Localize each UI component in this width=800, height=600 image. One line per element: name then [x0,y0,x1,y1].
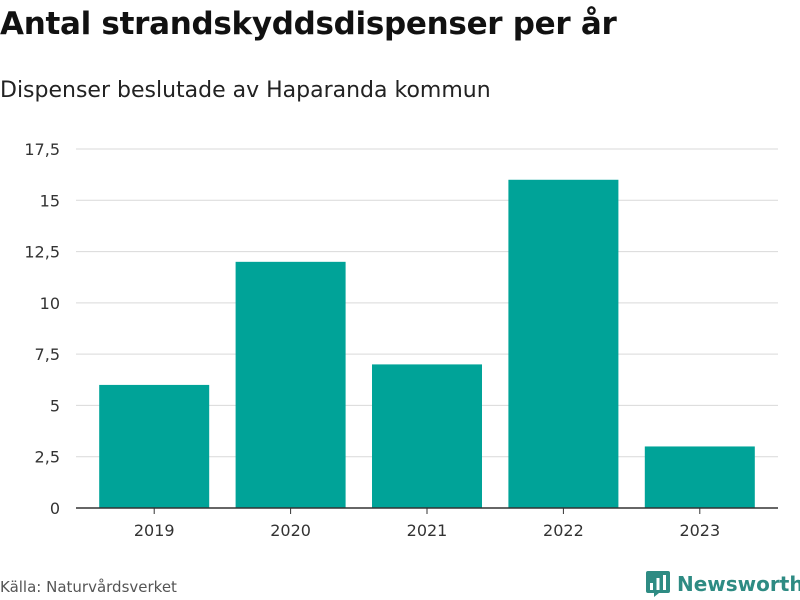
bar [508,179,619,508]
bar [644,446,755,508]
bar [372,364,482,508]
x-tick-label: 2020 [270,521,311,540]
chart-title: Antal strandskyddsdispenser per år [0,6,617,42]
x-tick-label: 2022 [543,521,584,540]
y-tick-label: 2,5 [35,448,60,467]
y-tick-label: 17,5 [24,140,60,159]
x-tick-label: 2023 [679,521,720,540]
bar [99,384,210,508]
y-tick-label: 12,5 [24,243,60,262]
brand-logo: Newsworthy [645,570,800,598]
y-tick-label: 0 [50,499,60,518]
y-tick-label: 10 [40,294,60,313]
source-note: Källa: Naturvårdsverket [0,578,177,596]
bar [235,261,346,508]
chart-subtitle: Dispenser beslutade av Haparanda kommun [0,78,491,103]
brand-name: Newsworthy [677,572,800,596]
bar-chart-logo-icon [646,571,670,597]
y-tick-label: 5 [50,396,60,415]
y-tick-label: 7,5 [35,345,60,364]
x-tick-label: 2019 [134,521,175,540]
y-tick-label: 15 [40,191,60,210]
x-tick-label: 2021 [407,521,448,540]
